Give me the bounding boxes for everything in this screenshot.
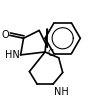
Text: C: C — [47, 49, 53, 58]
Text: HN: HN — [5, 50, 20, 60]
Text: NH: NH — [54, 87, 69, 97]
Text: O: O — [1, 30, 9, 40]
